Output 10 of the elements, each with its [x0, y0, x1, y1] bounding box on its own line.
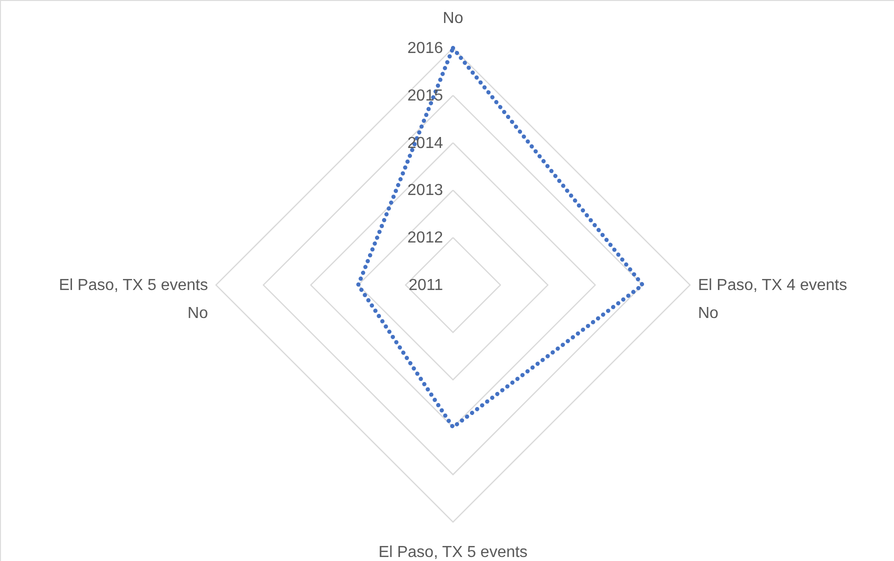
y-tick-label: 2011 [408, 277, 444, 294]
spoke-label: El Paso, TX 4 events No [698, 277, 848, 322]
spoke-label: No [442, 10, 464, 27]
y-tick-label: 2015 [407, 87, 444, 104]
y-tick-label: 2014 [407, 134, 444, 152]
y-tick-label: 2013 [407, 182, 444, 200]
y-tick-label: 2012 [407, 230, 444, 247]
spoke-label: El Paso, TX 5 events No [58, 277, 208, 322]
spoke-label: El Paso, TX 5 events [378, 544, 528, 561]
y-tick-label: 2016 [407, 40, 444, 57]
